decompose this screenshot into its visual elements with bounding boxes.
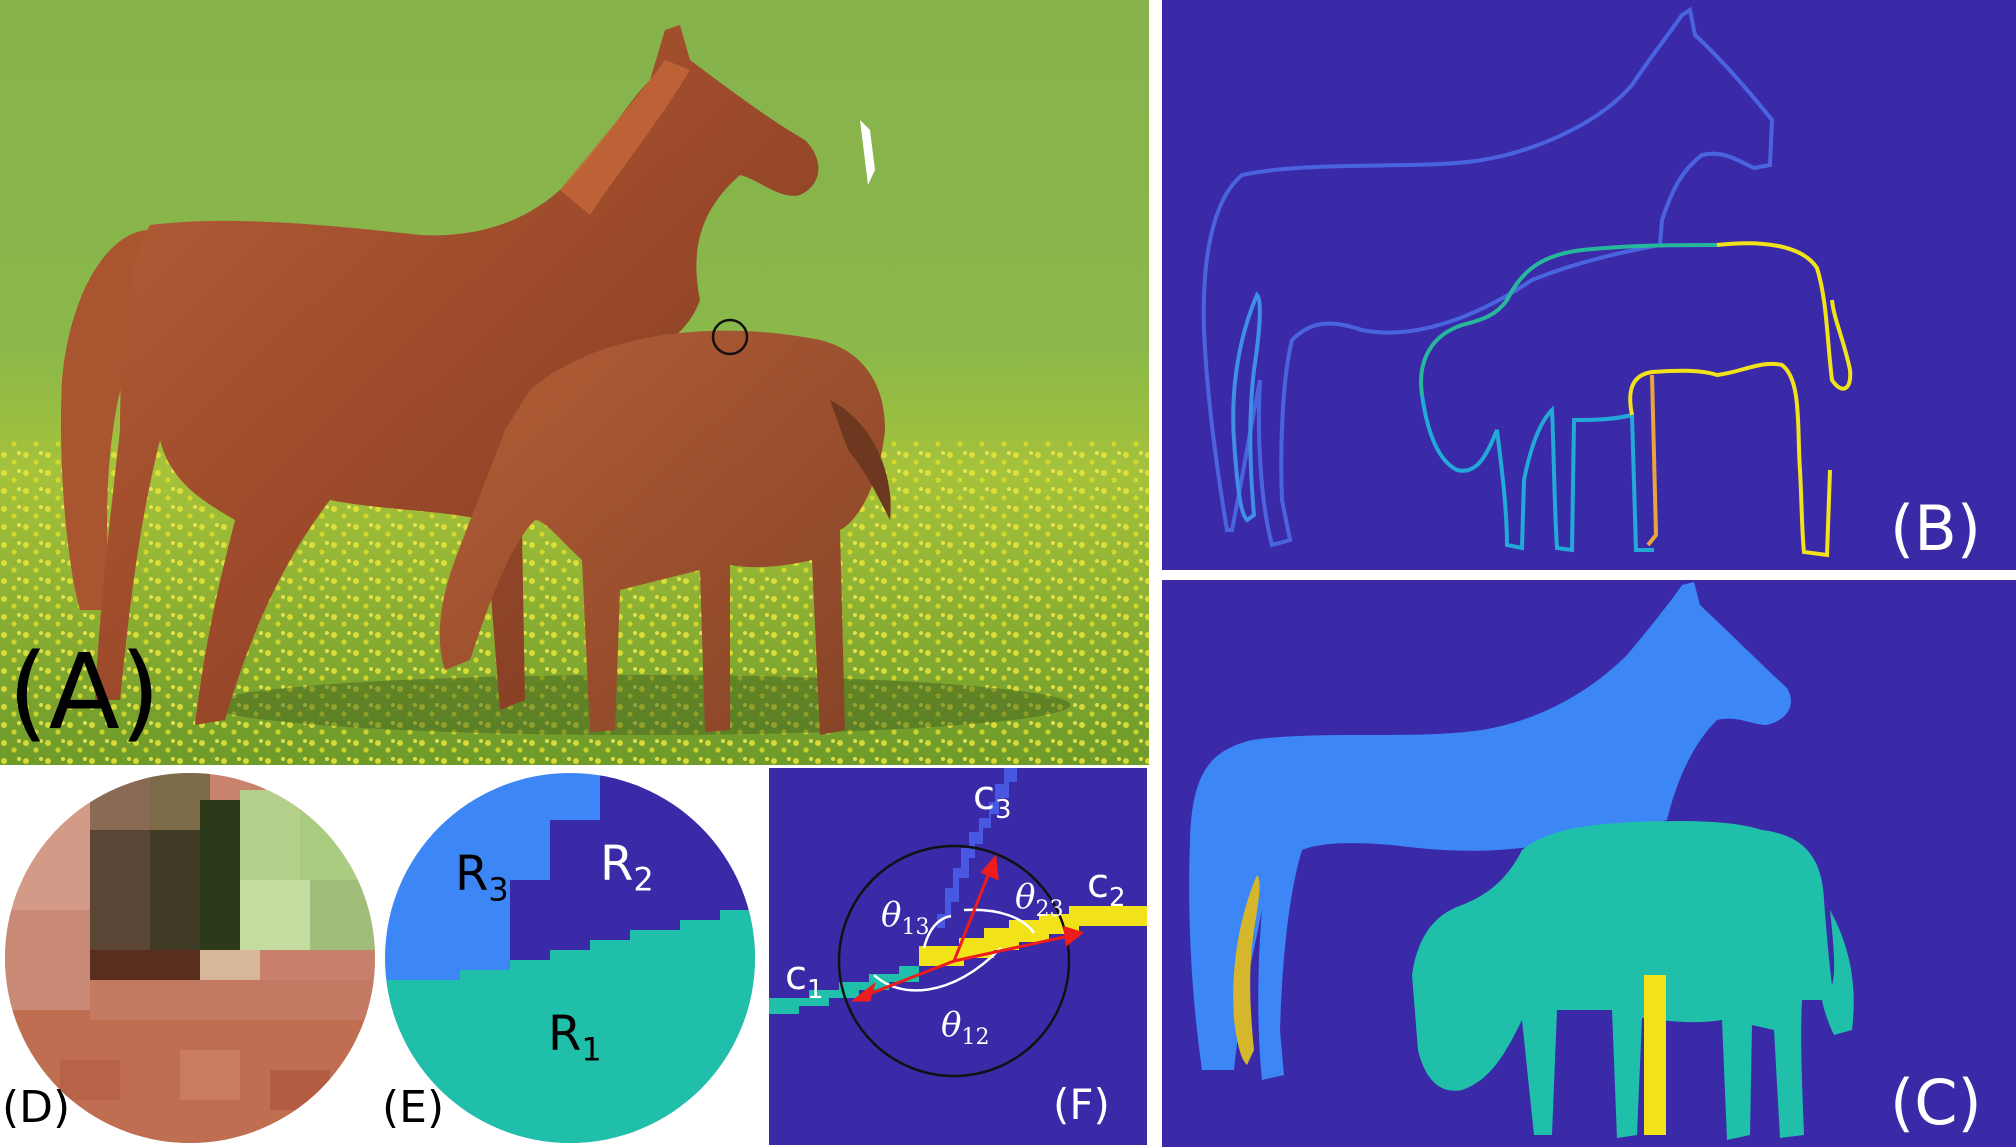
region-r1 — [385, 910, 755, 1143]
curve-c3 — [937, 768, 1017, 928]
contour-plot — [1201, 6, 1853, 558]
zoom-region-marker — [711, 318, 749, 356]
panel-a-photo: (A) — [0, 0, 1149, 765]
direction-arrows — [850, 854, 1085, 1002]
panel-d-label: (D) — [2, 1082, 71, 1133]
angle-arc-12 — [873, 947, 1002, 992]
panel-a-label: (A) — [8, 631, 161, 753]
curve-c1-label: c1 — [785, 953, 824, 1005]
arrow-head-c2 — [1063, 925, 1085, 947]
region-r2-label: R2 — [600, 836, 654, 899]
neighborhood-circle — [837, 844, 1071, 1078]
angle-theta13-label: θ13 — [881, 895, 930, 940]
horse-photo — [0, 0, 1149, 765]
foal-region — [1412, 820, 1854, 1140]
foal-orange-contour — [1646, 374, 1659, 547]
mare-hind-contour — [1231, 291, 1262, 523]
panel-e-label: (E) — [382, 1082, 445, 1133]
mare-region — [1189, 582, 1791, 1080]
mare-leg-patch — [1233, 875, 1260, 1065]
foal-back-contour — [1419, 243, 1718, 396]
foal-yellow-contour — [1628, 241, 1853, 558]
curve-c1 — [769, 966, 919, 1014]
panel-e-partition: R3 R2 R1 (E) — [380, 770, 760, 1147]
panel-c-label: (C) — [1890, 1066, 1982, 1139]
angle-arc-13 — [922, 914, 952, 949]
angle-theta12-label: θ12 — [941, 1005, 990, 1050]
curve-c2 — [919, 906, 1147, 966]
foal-figure — [439, 330, 891, 735]
panel-f-label: (F) — [1053, 1080, 1110, 1129]
mare-contour — [1201, 6, 1775, 548]
panel-b-label: (B) — [1890, 492, 1981, 565]
panel-b-contours: (B) — [1162, 0, 2016, 570]
panel-d-zoom: (D) — [0, 770, 380, 1147]
region-partition — [385, 773, 755, 1143]
panel-f-angles: c3 c2 c1 θ13 θ23 θ12 (F) — [769, 768, 1147, 1145]
foal-leg-highlight — [1644, 975, 1666, 1135]
foal-contour — [1420, 394, 1654, 553]
angle-diagram — [769, 768, 1147, 1078]
mare-figure — [60, 25, 875, 725]
curve-c3-label: c3 — [973, 773, 1012, 825]
region-r1-label: R1 — [548, 1006, 602, 1069]
region-plot — [1189, 582, 1854, 1140]
region-r3-label: R3 — [455, 846, 509, 909]
panel-c-regions: (C) — [1162, 580, 2016, 1147]
curve-c2-label: c2 — [1087, 861, 1126, 913]
angle-theta23-label: θ23 — [1015, 877, 1064, 922]
arrow-head-c1 — [850, 981, 876, 1002]
zoomed-pixels — [5, 773, 375, 1143]
arrow-head-c3 — [980, 854, 999, 881]
